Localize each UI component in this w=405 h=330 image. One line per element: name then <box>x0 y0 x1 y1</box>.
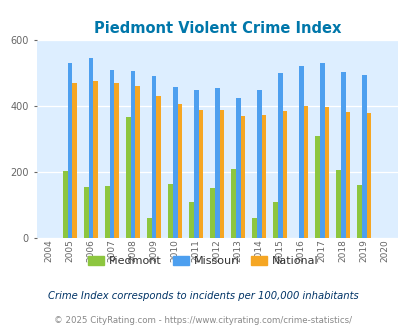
Bar <box>366 113 370 238</box>
Bar <box>198 110 202 238</box>
Bar <box>340 72 345 238</box>
Bar <box>277 73 282 238</box>
Bar <box>240 116 245 238</box>
Bar <box>68 63 72 238</box>
Bar <box>156 96 161 238</box>
Bar <box>252 218 256 238</box>
Bar <box>84 187 89 238</box>
Bar <box>189 202 194 238</box>
Bar <box>303 106 307 238</box>
Bar <box>110 70 114 238</box>
Bar <box>177 104 182 238</box>
Bar <box>168 184 173 238</box>
Bar <box>194 90 198 238</box>
Bar <box>231 169 235 238</box>
Bar <box>335 170 340 238</box>
Bar <box>361 75 366 238</box>
Bar <box>72 83 77 238</box>
Bar <box>147 218 151 238</box>
Text: © 2025 CityRating.com - https://www.cityrating.com/crime-statistics/: © 2025 CityRating.com - https://www.city… <box>54 316 351 325</box>
Bar <box>273 202 277 238</box>
Bar <box>126 117 130 238</box>
Bar <box>135 86 140 238</box>
Bar <box>89 58 93 238</box>
Bar <box>173 87 177 238</box>
Text: Crime Index corresponds to incidents per 100,000 inhabitants: Crime Index corresponds to incidents per… <box>47 291 358 301</box>
Bar <box>298 66 303 238</box>
Bar <box>210 188 214 238</box>
Bar <box>105 186 110 238</box>
Bar <box>356 185 361 238</box>
Bar <box>261 115 266 238</box>
Bar <box>93 81 98 238</box>
Bar <box>319 63 324 238</box>
Bar <box>315 136 319 238</box>
Title: Piedmont Violent Crime Index: Piedmont Violent Crime Index <box>93 21 340 36</box>
Legend: Piedmont, Missouri, National: Piedmont, Missouri, National <box>83 251 322 271</box>
Bar <box>114 83 119 238</box>
Bar <box>214 88 219 238</box>
Bar <box>63 171 68 238</box>
Bar <box>324 107 328 238</box>
Bar <box>130 71 135 238</box>
Bar <box>219 110 224 238</box>
Bar <box>151 76 156 238</box>
Bar <box>282 111 286 238</box>
Bar <box>345 112 350 238</box>
Bar <box>235 98 240 238</box>
Bar <box>256 90 261 238</box>
